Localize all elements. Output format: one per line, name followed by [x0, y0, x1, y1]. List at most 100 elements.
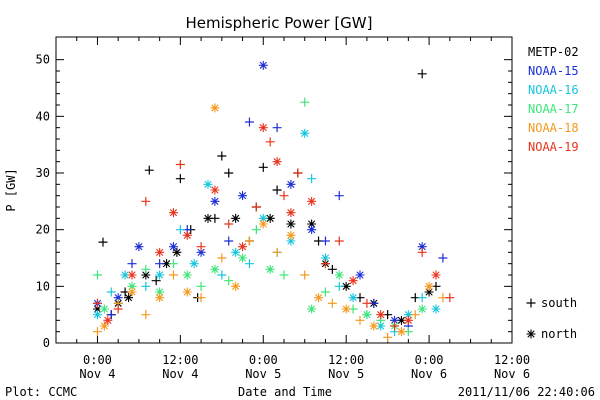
- data-point-north: [155, 293, 165, 303]
- data-point-south: [98, 237, 108, 247]
- data-point-north: [196, 247, 206, 257]
- data-point-south: [334, 236, 344, 246]
- data-point-south: [106, 287, 116, 297]
- data-point-south: [300, 270, 310, 280]
- data-point-south: [224, 168, 234, 178]
- data-point-north: [258, 60, 268, 70]
- y-tick-label: 30: [36, 166, 50, 180]
- data-point-south: [217, 151, 227, 161]
- x-tick-date-label: Nov 5: [328, 367, 364, 381]
- footer-source: Plot: CCMC: [5, 385, 77, 399]
- data-point-north: [258, 123, 268, 133]
- y-axis: 0 10 20 30 40 50: [36, 53, 512, 350]
- footer-timestamp: 2011/11/06 22:40:06: [458, 385, 595, 399]
- data-point-south: [127, 259, 137, 269]
- y-tick-label: 0: [43, 336, 50, 350]
- legend-entry: NOAA-18: [528, 121, 579, 135]
- data-point-north: [258, 213, 268, 223]
- data-point-south: [307, 174, 317, 184]
- data-point-north: [210, 185, 220, 195]
- data-point-north: [210, 196, 220, 206]
- data-point-north: [92, 304, 102, 314]
- data-point-north: [203, 179, 213, 189]
- legend-entry: NOAA-15: [528, 64, 579, 78]
- data-point-north: [210, 103, 220, 113]
- data-point-south: [410, 310, 420, 320]
- data-point-north: [417, 304, 427, 314]
- y-tick-label: 20: [36, 223, 50, 237]
- data-point-south: [168, 259, 178, 269]
- data-point-south: [334, 191, 344, 201]
- data-point-south: [244, 236, 254, 246]
- data-point-south: [224, 236, 234, 246]
- data-point-south: [417, 69, 427, 79]
- data-point-north: [424, 281, 434, 291]
- data-point-south: [210, 213, 220, 223]
- data-point-north: [92, 310, 102, 320]
- data-point-south: [92, 270, 102, 280]
- chart-title: Hemispheric Power [GW]: [186, 14, 373, 32]
- data-point-north: [341, 281, 351, 291]
- data-point-north: [286, 208, 296, 218]
- data-point-south: [144, 165, 154, 175]
- data-point-south: [155, 259, 165, 269]
- data-point-north: [124, 293, 134, 303]
- data-point-south: [417, 247, 427, 257]
- data-point-north: [320, 253, 330, 263]
- data-point-north: [189, 259, 199, 269]
- data-point-north: [286, 179, 296, 189]
- data-point-north: [348, 293, 358, 303]
- series-noaa-18: [92, 103, 448, 342]
- data-points: [92, 60, 455, 342]
- data-point-south: [320, 259, 330, 269]
- data-point-south: [141, 264, 151, 274]
- data-point-north: [390, 315, 400, 325]
- data-point-south: [92, 327, 102, 337]
- data-point-north: [431, 304, 441, 314]
- data-point-north: [424, 287, 434, 297]
- legend: METP-02 NOAA-15 NOAA-16 NOAA-17 NOAA-18 NOAA-…: [526, 45, 579, 341]
- data-point-south: [279, 191, 289, 201]
- data-point-north: [369, 321, 379, 331]
- y-tick-label: 10: [36, 279, 50, 293]
- data-point-north: [265, 213, 275, 223]
- data-point-south: [251, 202, 261, 212]
- data-point-south: [175, 174, 185, 184]
- data-point-south: [279, 270, 289, 280]
- data-point-south: [362, 298, 372, 308]
- data-point-south: [196, 293, 206, 303]
- series-noaa-16: [92, 128, 441, 337]
- legend-entry: NOAA-19: [528, 140, 579, 154]
- data-point-south: [383, 332, 393, 342]
- data-point-north: [307, 219, 317, 229]
- data-point-north: [238, 242, 248, 252]
- data-point-south: [272, 247, 282, 257]
- data-point-south: [445, 293, 455, 303]
- marker-legend-label: south: [541, 296, 577, 310]
- data-point-north: [341, 304, 351, 314]
- data-point-north: [155, 287, 165, 297]
- data-point-north: [334, 270, 344, 280]
- data-point-north: [396, 327, 406, 337]
- data-point-south: [438, 253, 448, 263]
- data-point-south: [272, 185, 282, 195]
- data-point-south: [217, 270, 227, 280]
- data-point-north: [431, 270, 441, 280]
- data-point-north: [238, 253, 248, 263]
- data-point-north: [168, 242, 178, 252]
- data-point-south: [293, 168, 303, 178]
- data-point-south: [92, 298, 102, 308]
- x-tick-date-label: Nov 6: [411, 367, 447, 381]
- x-tick-time-label: 0:00: [415, 353, 444, 367]
- x-axis-label: Date and Time: [238, 385, 332, 399]
- data-point-south: [265, 137, 275, 147]
- x-tick-time-label: 12:00: [494, 353, 530, 367]
- data-point-north: [99, 321, 109, 331]
- data-point-south: [224, 276, 234, 286]
- y-axis-label: P [GW]: [4, 168, 18, 211]
- x-tick-date-label: Nov 5: [245, 367, 281, 381]
- x-tick-time-label: 12:00: [328, 353, 364, 367]
- data-point-north: [526, 329, 536, 339]
